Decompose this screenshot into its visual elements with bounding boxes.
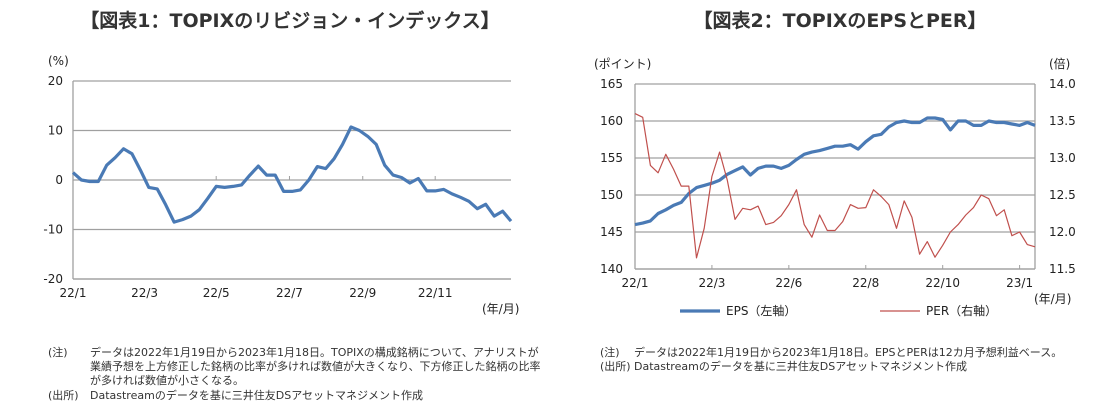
x-tick-label: 22/10	[925, 276, 960, 290]
source-text: Datastreamのデータを基に三井住友DSアセットマネジメント作成	[634, 360, 968, 373]
chart2-title: 【図表2：TOPIXのEPSとPER】	[693, 10, 987, 32]
series-line-main	[71, 125, 513, 224]
note-label: (注)	[48, 346, 68, 359]
x-tick-label: 22/1	[60, 286, 87, 300]
legend-eps-label: EPS（左軸）	[726, 303, 796, 318]
source-label: (出所)	[48, 389, 79, 402]
source-label: (出所)	[600, 360, 631, 373]
x-tick-label: 22/6	[775, 276, 802, 290]
y2-axis-unit: (倍)	[1049, 56, 1070, 71]
y-axis-unit: (%)	[48, 54, 69, 68]
x-tick-label: 22/5	[203, 286, 230, 300]
y-tick-label: 20	[48, 74, 63, 88]
y2-tick-label: 11.5	[1049, 262, 1076, 276]
chart1-title: 【図表1：TOPIXのリビジョン・インデックス】	[80, 10, 500, 32]
y-tick-label: -20	[43, 272, 63, 286]
y-tick-label: 10	[48, 124, 63, 138]
y-tick-label: 160	[600, 114, 623, 128]
y-tick-label: 150	[600, 188, 623, 202]
y2-tick-label: 14.0	[1049, 77, 1076, 91]
note-label: (注)	[600, 346, 620, 359]
y2-tick-label: 13.5	[1049, 114, 1076, 128]
y-tick-label: 155	[600, 151, 623, 165]
x-tick-label: 22/3	[131, 286, 158, 300]
y-tick-label: -10	[43, 223, 63, 237]
note-text: データは2022年1月19日から2023年1月18日。EPSとPERは12カ月予…	[634, 346, 1063, 359]
y-tick-label: 140	[600, 262, 623, 276]
y-tick-label: 0	[55, 173, 63, 187]
y2-tick-label: 12.5	[1049, 188, 1076, 202]
x-axis-unit: (年/月)	[482, 302, 519, 316]
x-tick-label: 22/1	[622, 276, 649, 290]
x-tick-label: 22/7	[276, 286, 303, 300]
y2-tick-label: 13.0	[1049, 151, 1076, 165]
x-axis-unit: (年/月)	[1034, 292, 1071, 306]
x-tick-label: 22/11	[418, 286, 453, 300]
y2-tick-label: 12.0	[1049, 225, 1076, 239]
x-tick-label: 22/3	[698, 276, 725, 290]
series-line-right	[634, 113, 1036, 259]
x-tick-label: 23/1	[1006, 276, 1033, 290]
y-tick-label: 165	[600, 77, 623, 91]
y-tick-label: 145	[600, 225, 623, 239]
note-text: データは2022年1月19日から2023年1月18日。TOPIXの構成銘柄につい…	[90, 346, 541, 387]
series-line-left	[634, 116, 1036, 227]
legend-per-label: PER（右軸）	[926, 303, 997, 318]
y-axis-unit: (ポイント)	[594, 57, 651, 71]
x-tick-label: 22/8	[852, 276, 879, 290]
x-tick-label: 22/9	[349, 286, 376, 300]
source-text: Datastreamのデータを基に三井住友DSアセットマネジメント作成	[90, 389, 424, 402]
